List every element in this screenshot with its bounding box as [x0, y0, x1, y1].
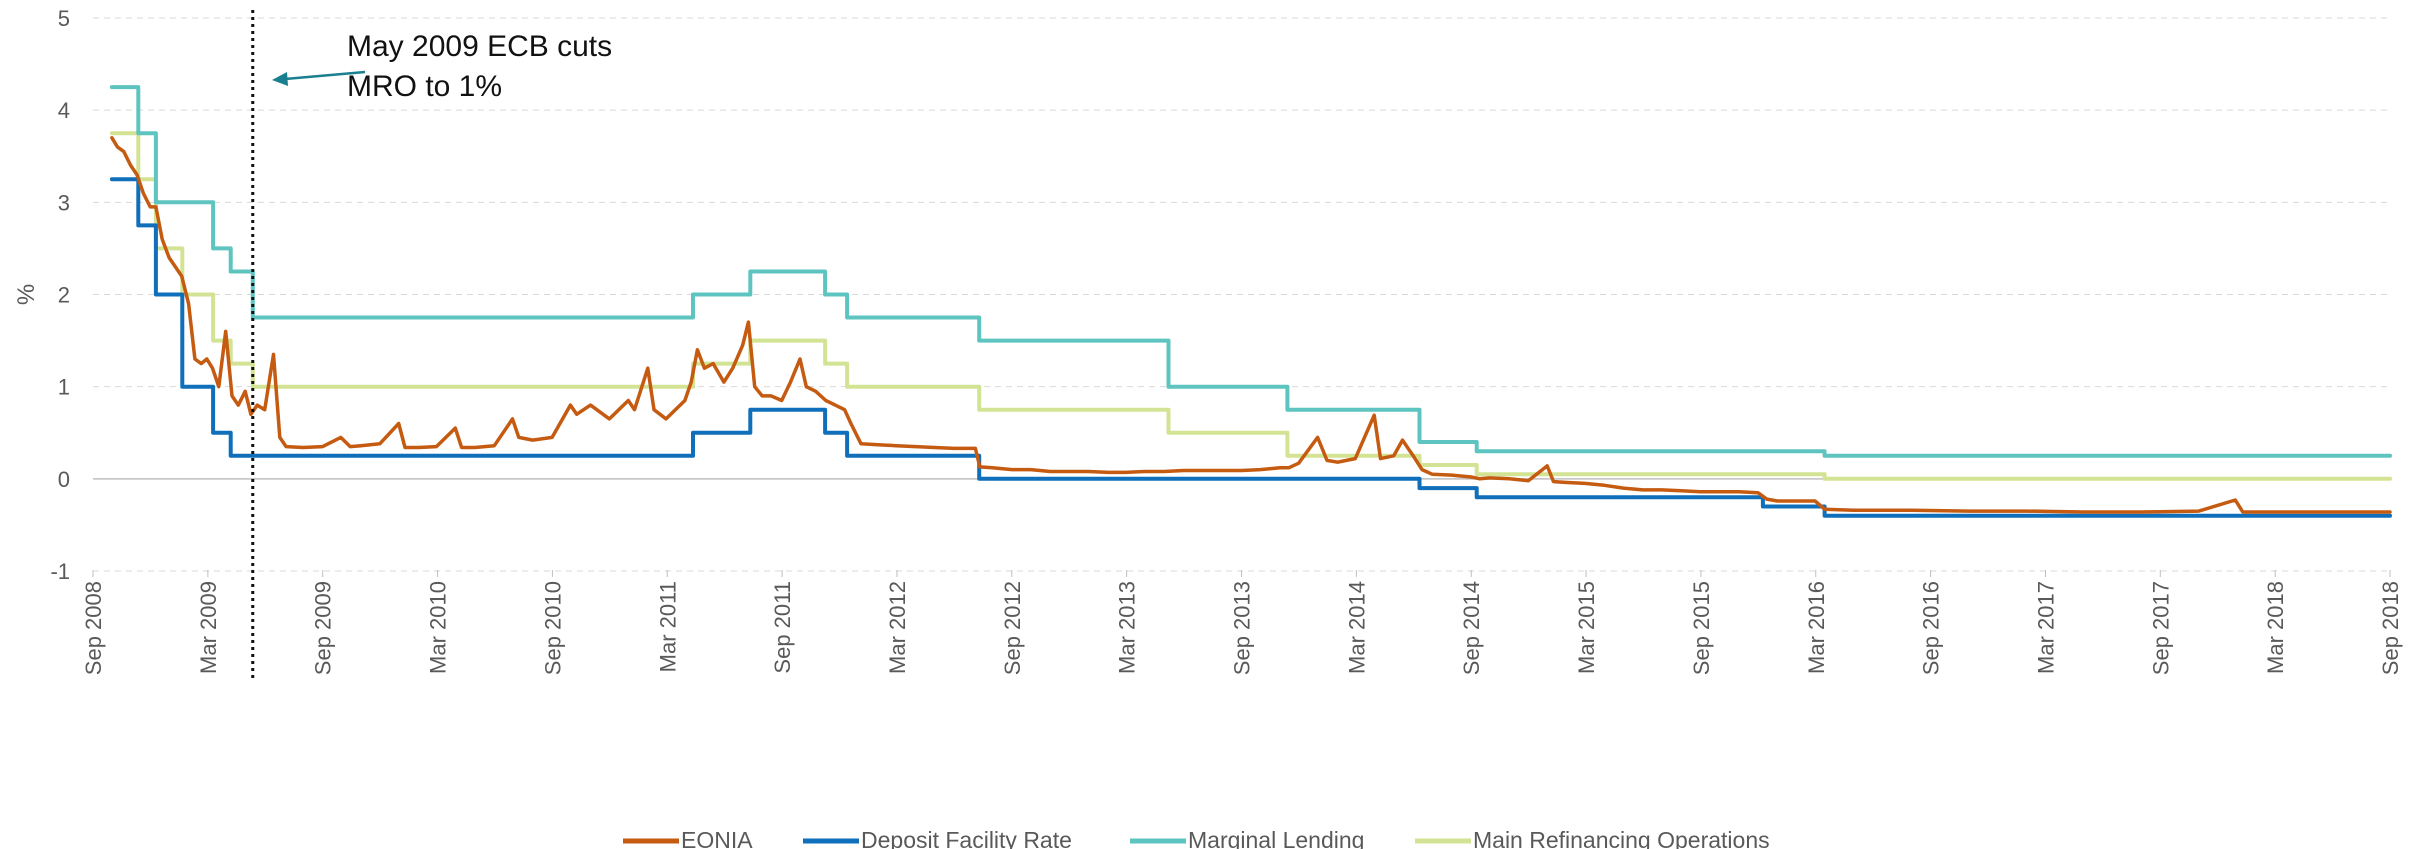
y-tick-label: 5: [58, 6, 70, 31]
annotation-arrowhead-icon: [272, 72, 288, 86]
annotation-arrow-icon: [284, 70, 366, 81]
x-tick-label: Mar 2014: [1344, 581, 1369, 674]
annotation-text-line-1: May 2009 ECB cuts: [347, 30, 612, 63]
series-line-eonia: [110, 136, 2392, 514]
x-tick-label: Mar 2015: [1574, 581, 1599, 674]
x-tick-label: Sep 2015: [1689, 581, 1714, 675]
x-tick-label: Sep 2016: [1919, 581, 1944, 675]
x-tick-label: Mar 2018: [2263, 581, 2288, 674]
x-tick-label: Sep 2018: [2378, 581, 2403, 675]
x-tick-label: Sep 2012: [1000, 581, 1025, 675]
legend-label-deposit-facility-rate: Deposit Facility Rate: [861, 827, 1072, 849]
y-axis-title: %: [13, 284, 40, 305]
y-tick-label: 0: [58, 467, 70, 492]
x-tick-label: Mar 2010: [426, 581, 451, 674]
series-lines: [109, 85, 2392, 518]
x-tick-label: Sep 2008: [81, 581, 106, 675]
series-line-main-refinancing-operations: [109, 131, 2392, 481]
legend-item-main-refinancing-operations[interactable]: Main Refinancing Operations: [1415, 827, 1770, 849]
y-tick-label: 1: [58, 375, 70, 400]
series-line-marginal-lending: [109, 85, 2392, 458]
x-tick-label: Sep 2011: [770, 581, 795, 674]
x-tick-label: Sep 2009: [311, 581, 336, 675]
legend: EONIA Deposit Facility Rate Marginal Len…: [623, 827, 1770, 849]
legend-item-marginal-lending[interactable]: Marginal Lending: [1130, 827, 1364, 849]
annotation: May 2009 ECB cuts MRO to 1%: [251, 10, 612, 681]
legend-label-eonia: EONIA: [681, 827, 753, 849]
y-tick-label: 4: [58, 98, 70, 123]
legend-item-eonia[interactable]: EONIA: [623, 827, 753, 849]
x-tick-label: Mar 2016: [1804, 581, 1829, 674]
series-line-deposit-facility-rate: [109, 177, 2392, 518]
y-tick-label: -1: [50, 559, 70, 584]
legend-item-deposit-facility-rate[interactable]: Deposit Facility Rate: [803, 827, 1072, 849]
annotation-text-line-2: MRO to 1%: [347, 70, 502, 103]
x-axis-ticks: Sep 2008 Mar 2009 Sep 2009 Mar 2010 Sep 2010…: [81, 570, 2403, 675]
x-tick-label: Sep 2010: [540, 581, 565, 675]
x-tick-label: Sep 2013: [1230, 581, 1255, 675]
x-tick-label: Mar 2013: [1115, 581, 1140, 674]
x-tick-label: Sep 2017: [2148, 581, 2173, 675]
x-tick-label: Mar 2009: [196, 581, 221, 674]
y-tick-label: 2: [58, 283, 70, 308]
x-tick-label: Sep 2014: [1459, 581, 1484, 675]
x-tick-label: Mar 2011: [655, 581, 680, 672]
y-axis-ticks: -1 0 1 2 3 4 5: [50, 6, 70, 584]
x-tick-label: Mar 2012: [885, 581, 910, 674]
x-tick-label: Mar 2017: [2033, 581, 2058, 674]
legend-label-main-refinancing-operations: Main Refinancing Operations: [1473, 827, 1770, 849]
legend-label-marginal-lending: Marginal Lending: [1188, 827, 1364, 849]
y-tick-label: 3: [58, 190, 70, 215]
